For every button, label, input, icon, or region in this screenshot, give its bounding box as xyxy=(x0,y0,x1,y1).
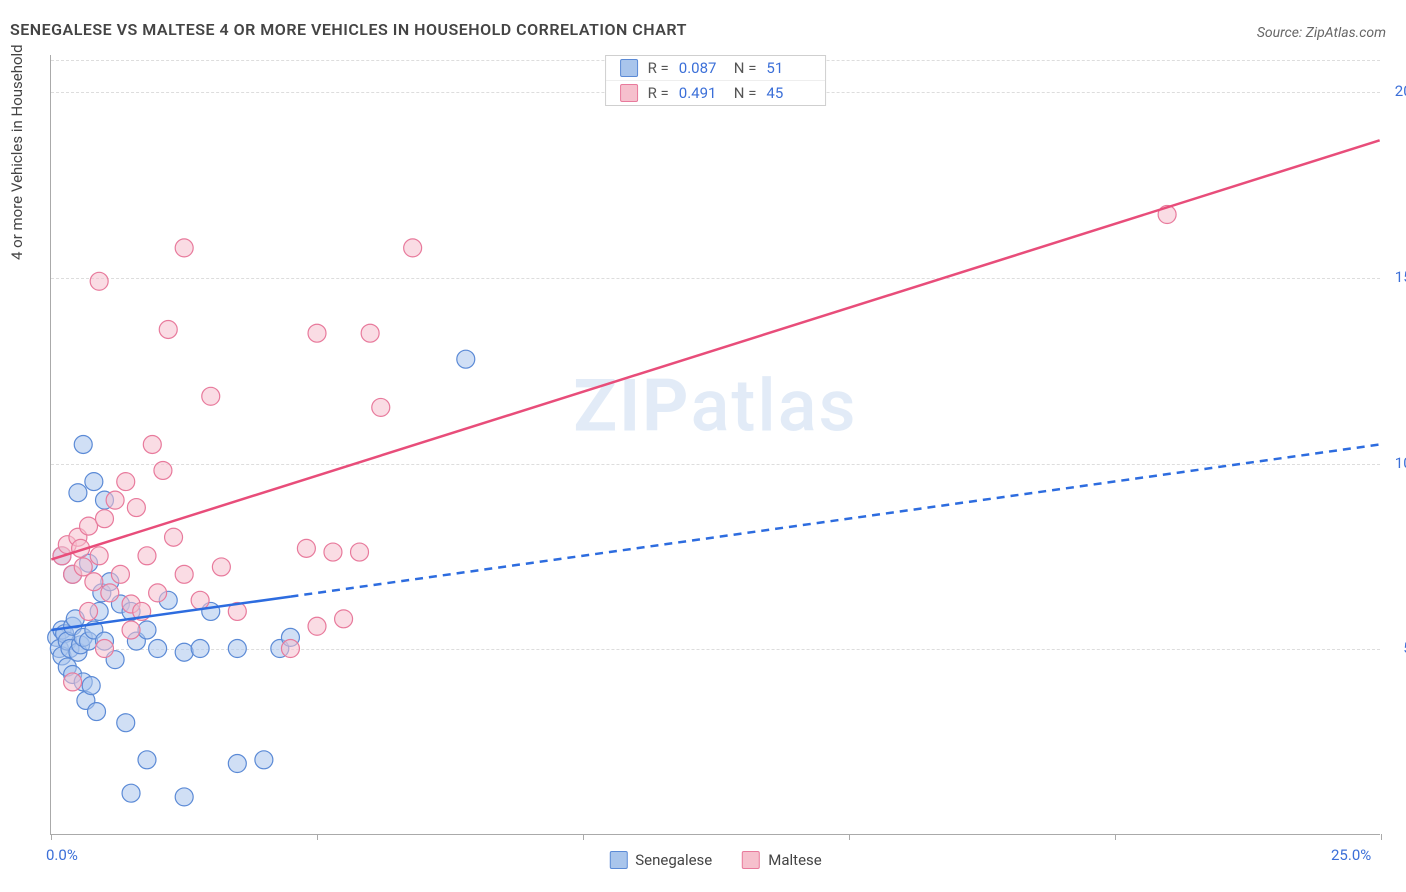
stats-row-maltese: R = 0.491 N = 45 xyxy=(606,81,826,105)
r-value-senegalese: 0.087 xyxy=(679,59,724,77)
trend-line xyxy=(51,140,1379,559)
data-point xyxy=(149,584,167,602)
chart-title: SENEGALESE VS MALTESE 4 OR MORE VEHICLES… xyxy=(10,20,687,39)
data-point xyxy=(212,558,230,576)
data-point xyxy=(165,528,183,546)
stats-row-senegalese: R = 0.087 N = 51 xyxy=(606,56,826,81)
data-point xyxy=(361,324,379,342)
x-tick xyxy=(583,834,584,840)
scatter-svg xyxy=(51,55,1380,834)
data-point xyxy=(85,473,103,491)
data-point xyxy=(74,436,92,454)
data-point xyxy=(82,677,100,695)
n-value-senegalese: 51 xyxy=(766,59,811,77)
data-point xyxy=(90,272,108,290)
legend-item-maltese: Maltese xyxy=(742,851,821,869)
data-point xyxy=(175,643,193,661)
data-point xyxy=(80,517,98,535)
source-name: ZipAtlas.com xyxy=(1306,25,1386,41)
data-point xyxy=(335,610,353,628)
data-point xyxy=(159,321,177,339)
data-point xyxy=(404,239,422,257)
data-point xyxy=(90,547,108,565)
legend-item-senegalese: Senegalese xyxy=(609,851,712,869)
data-point xyxy=(117,473,135,491)
data-point xyxy=(191,640,209,658)
swatch-senegalese xyxy=(620,59,638,77)
data-point xyxy=(138,751,156,769)
plot-area: ZIPatlas R = 0.087 N = 51 R = 0.491 N = … xyxy=(50,55,1380,835)
data-point xyxy=(228,755,246,773)
y-tick-label: 10.0% xyxy=(1395,454,1406,472)
correlation-stats-legend: R = 0.087 N = 51 R = 0.491 N = 45 xyxy=(605,55,827,106)
x-tick xyxy=(1115,834,1116,840)
x-tick xyxy=(51,834,52,840)
data-point xyxy=(457,350,475,368)
data-point xyxy=(117,714,135,732)
data-point xyxy=(122,784,140,802)
data-point xyxy=(175,788,193,806)
data-point xyxy=(138,621,156,639)
swatch-maltese xyxy=(620,84,638,102)
y-tick-label: 20.0% xyxy=(1395,82,1406,100)
data-point xyxy=(308,324,326,342)
data-point xyxy=(149,640,167,658)
data-point xyxy=(111,565,129,583)
series-legend: Senegalese Maltese xyxy=(609,851,821,869)
data-point xyxy=(351,543,369,561)
data-point xyxy=(101,584,119,602)
data-point xyxy=(95,640,113,658)
data-point xyxy=(154,461,172,479)
source-attribution: Source: ZipAtlas.com xyxy=(1257,25,1386,41)
n-label: N = xyxy=(734,84,757,102)
y-tick-label: 15.0% xyxy=(1395,268,1406,286)
data-point xyxy=(228,640,246,658)
data-point xyxy=(85,573,103,591)
data-point xyxy=(202,387,220,405)
x-tick xyxy=(849,834,850,840)
swatch-senegalese xyxy=(609,851,627,869)
swatch-maltese xyxy=(742,851,760,869)
data-point xyxy=(372,398,390,416)
data-point xyxy=(308,617,326,635)
data-point xyxy=(297,539,315,557)
y-axis-label: 4 or more Vehicles in Household xyxy=(8,44,26,260)
data-point xyxy=(175,239,193,257)
data-point xyxy=(175,565,193,583)
legend-label-maltese: Maltese xyxy=(768,851,821,869)
x-tick-label: 25.0% xyxy=(1331,846,1371,864)
x-tick-label: 0.0% xyxy=(46,846,78,864)
data-point xyxy=(80,602,98,620)
n-label: N = xyxy=(734,59,757,77)
r-value-maltese: 0.491 xyxy=(679,84,724,102)
data-point xyxy=(143,436,161,454)
data-point xyxy=(64,673,82,691)
data-point xyxy=(281,640,299,658)
data-point xyxy=(127,499,145,517)
trend-line xyxy=(290,445,1379,597)
data-point xyxy=(106,491,124,509)
data-point xyxy=(138,547,156,565)
source-label: Source: xyxy=(1257,25,1306,41)
data-point xyxy=(95,510,113,528)
r-label: R = xyxy=(648,84,669,102)
chart-container: SENEGALESE VS MALTESE 4 OR MORE VEHICLES… xyxy=(0,0,1406,892)
data-point xyxy=(255,751,273,769)
data-point xyxy=(324,543,342,561)
r-label: R = xyxy=(648,59,669,77)
legend-label-senegalese: Senegalese xyxy=(635,851,712,869)
n-value-maltese: 45 xyxy=(766,84,811,102)
data-point xyxy=(191,591,209,609)
x-tick xyxy=(1381,834,1382,840)
data-point xyxy=(122,621,140,639)
data-point xyxy=(88,703,106,721)
data-point xyxy=(69,484,87,502)
x-tick xyxy=(317,834,318,840)
